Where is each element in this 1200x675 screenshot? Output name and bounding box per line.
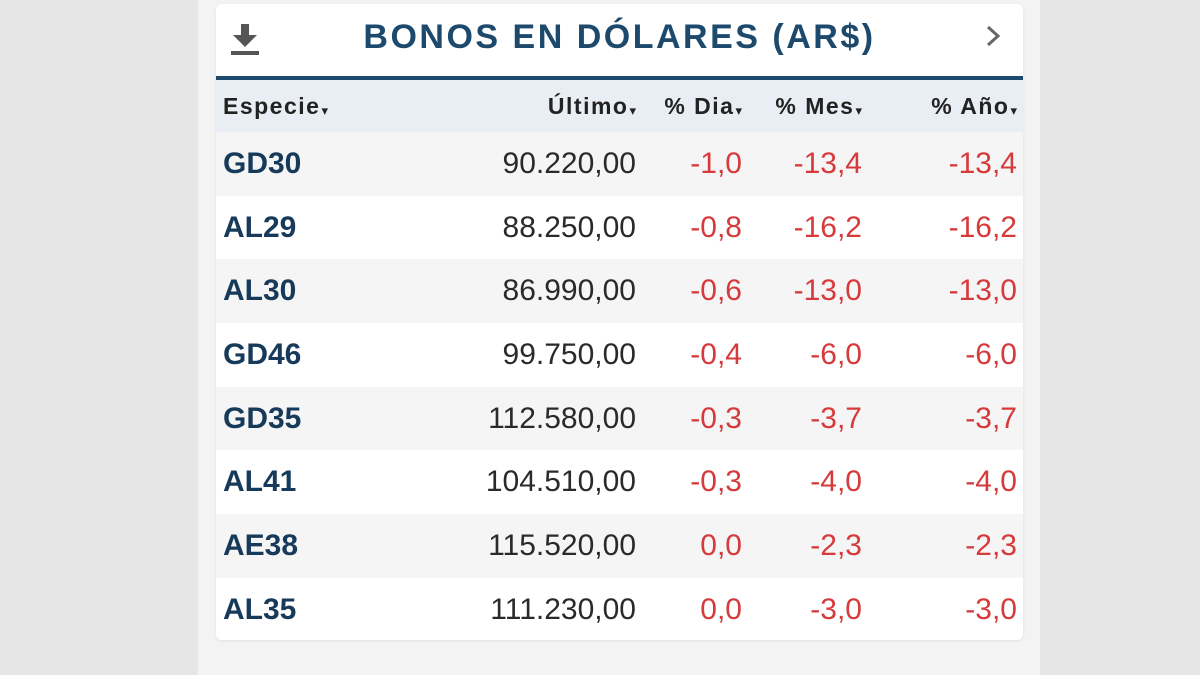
- table-header-row: Especie▾ Último▾ % Dia▾ % Mes▾ % Año▾: [216, 80, 1023, 132]
- last-price-cell: 99.750,00: [502, 337, 636, 371]
- monthly-change-cell: -13,0: [793, 274, 862, 308]
- ticker-cell[interactable]: GD30: [223, 146, 302, 180]
- ticker-cell[interactable]: GD46: [223, 337, 302, 371]
- ticker-cell[interactable]: AL29: [223, 210, 297, 244]
- download-icon[interactable]: [229, 22, 261, 56]
- sort-arrow-icon: ▾: [321, 102, 328, 118]
- yearly-change-cell: -3,0: [965, 592, 1017, 626]
- sort-arrow-icon: ▾: [1010, 102, 1017, 118]
- yearly-change-cell: -13,4: [948, 146, 1017, 180]
- column-header-label: % Mes: [775, 92, 855, 119]
- monthly-change-cell: -2,3: [810, 528, 862, 562]
- daily-change-cell: -0,4: [690, 337, 742, 371]
- sort-arrow-icon: ▾: [735, 102, 742, 118]
- chevron-right-icon[interactable]: [981, 22, 1005, 50]
- last-price-cell: 88.250,00: [502, 210, 636, 244]
- daily-change-cell: 0,0: [700, 592, 742, 626]
- column-header-mes[interactable]: % Mes▾: [742, 80, 862, 132]
- ticker-cell[interactable]: AL41: [223, 465, 297, 499]
- monthly-change-cell: -6,0: [810, 337, 862, 371]
- yearly-change-cell: -4,0: [965, 465, 1017, 499]
- monthly-change-cell: -13,4: [793, 146, 862, 180]
- ticker-cell[interactable]: AL35: [223, 592, 297, 626]
- daily-change-cell: -0,3: [690, 401, 742, 435]
- yearly-change-cell: -3,7: [965, 401, 1017, 435]
- table-row[interactable]: GD46 99.750,00 -0,4 -6,0 -6,0: [216, 323, 1023, 387]
- column-header-dia[interactable]: % Dia▾: [636, 80, 742, 132]
- table-row[interactable]: AE38 115.520,00 0,0 -2,3 -2,3: [216, 514, 1023, 578]
- sort-arrow-icon: ▾: [629, 102, 636, 118]
- table-row[interactable]: AL30 86.990,00 -0,6 -13,0 -13,0: [216, 259, 1023, 324]
- last-price-cell: 86.990,00: [502, 274, 636, 308]
- column-header-label: Especie: [223, 92, 321, 119]
- ticker-cell[interactable]: AL30: [223, 274, 297, 308]
- widget-title: BONOS EN DÓLARES (AR$): [363, 18, 876, 56]
- last-price-cell: 115.520,00: [488, 528, 636, 562]
- monthly-change-cell: -3,7: [810, 401, 862, 435]
- ticker-cell[interactable]: GD35: [223, 401, 302, 435]
- daily-change-cell: -0,6: [690, 274, 742, 308]
- daily-change-cell: -0,8: [690, 210, 742, 244]
- monthly-change-cell: -4,0: [810, 465, 862, 499]
- ticker-cell[interactable]: AE38: [223, 528, 299, 562]
- last-price-cell: 104.510,00: [485, 465, 636, 499]
- table-row[interactable]: AL35 111.230,00 0,0 -3,0 -3,0: [216, 577, 1023, 640]
- table-row[interactable]: AL41 104.510,00 -0,3 -4,0 -4,0: [216, 450, 1023, 515]
- column-header-label: % Dia: [664, 92, 735, 119]
- table-row[interactable]: GD30 90.220,00 -1,0 -13,4 -13,4: [216, 132, 1023, 196]
- daily-change-cell: 0,0: [700, 528, 742, 562]
- last-price-cell: 111.230,00: [490, 592, 636, 626]
- sort-arrow-icon: ▾: [855, 102, 862, 118]
- last-price-cell: 90.220,00: [502, 146, 636, 180]
- last-price-cell: 112.580,00: [488, 401, 636, 435]
- monthly-change-cell: -16,2: [793, 210, 862, 244]
- column-header-ano[interactable]: % Año▾: [862, 80, 1023, 132]
- widget-header: BONOS EN DÓLARES (AR$): [216, 4, 1023, 80]
- daily-change-cell: -0,3: [690, 465, 742, 499]
- column-header-label: % Año: [931, 92, 1010, 119]
- yearly-change-cell: -13,0: [948, 274, 1017, 308]
- column-header-especie[interactable]: Especie▾: [216, 80, 391, 132]
- column-header-label: Último: [547, 92, 629, 119]
- yearly-change-cell: -16,2: [948, 210, 1017, 244]
- yearly-change-cell: -2,3: [965, 528, 1017, 562]
- daily-change-cell: -1,0: [690, 146, 742, 180]
- monthly-change-cell: -3,0: [810, 592, 862, 626]
- column-header-ultimo[interactable]: Último▾: [391, 80, 636, 132]
- yearly-change-cell: -6,0: [965, 337, 1017, 371]
- bonds-table: Especie▾ Último▾ % Dia▾ % Mes▾ % Año▾ GD…: [216, 80, 1023, 640]
- table-row[interactable]: AL29 88.250,00 -0,8 -16,2 -16,2: [216, 195, 1023, 260]
- table-row[interactable]: GD35 112.580,00 -0,3 -3,7 -3,7: [216, 386, 1023, 451]
- bonds-widget: BONOS EN DÓLARES (AR$) Especie▾ Último▾ …: [216, 4, 1023, 640]
